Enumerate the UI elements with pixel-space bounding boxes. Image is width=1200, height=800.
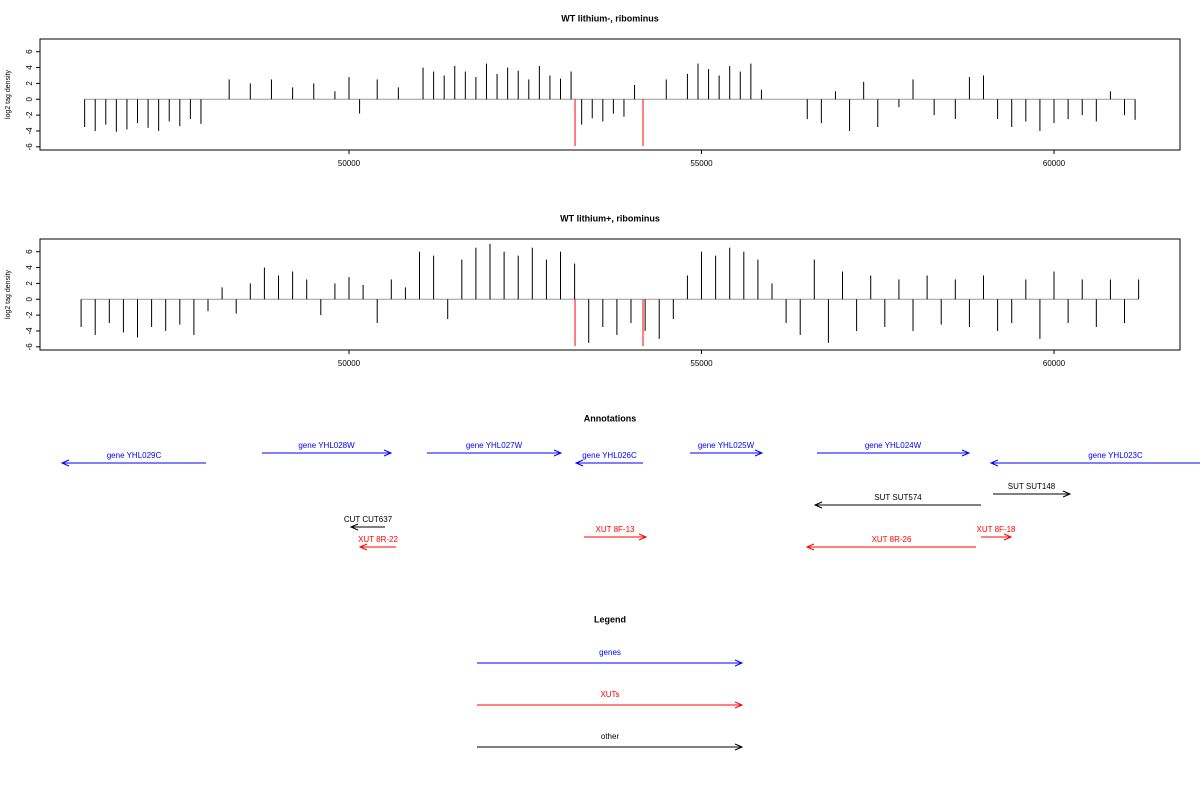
- arrow-head: [961, 449, 971, 457]
- panel-title: WT lithium-, ribominus: [561, 13, 659, 23]
- feature-label: XUT 8F-18: [977, 525, 1017, 534]
- arrow-head: [1062, 490, 1072, 498]
- feature-label: gene YHL027W: [466, 441, 523, 450]
- arrow-head: [1003, 533, 1013, 541]
- arrow-head: [358, 543, 368, 551]
- y-tick-label: 0: [25, 296, 34, 301]
- arrow-head: [754, 449, 764, 457]
- feature-label: gene YHL024W: [865, 441, 922, 450]
- arrow-head: [553, 449, 563, 457]
- x-tick-label: 60000: [1043, 359, 1066, 368]
- y-tick-label: 4: [25, 65, 34, 70]
- feature-label: XUT 8F-13: [596, 525, 636, 534]
- arrow-head: [60, 459, 70, 467]
- plot-frame: [39, 238, 1181, 351]
- arrow-head: [813, 501, 823, 509]
- x-tick-label: 50000: [338, 159, 361, 168]
- y-tick-label: 0: [25, 96, 34, 101]
- feature-label: gene YHL025W: [698, 441, 755, 450]
- feature-label: SUT SUT574: [874, 493, 922, 502]
- y-tick-label: 6: [25, 249, 34, 254]
- y-tick-label: 6: [25, 49, 34, 54]
- arrow-head: [349, 523, 359, 531]
- feature-label: XUT 8R-26: [872, 535, 912, 544]
- panel-title: WT lithium+, ribominus: [560, 213, 660, 223]
- arrow-head: [383, 449, 393, 457]
- y-axis-label: log2 tag density: [5, 269, 12, 319]
- arrow-head: [734, 743, 744, 751]
- panel-title: Annotations: [584, 413, 637, 423]
- feature-label: gene YHL029C: [107, 451, 162, 460]
- x-tick-label: 55000: [690, 359, 713, 368]
- y-axis-label: log2 tag density: [5, 69, 12, 119]
- arrow-head: [989, 459, 999, 467]
- x-tick-label: 60000: [1043, 159, 1066, 168]
- legend-label: genes: [599, 648, 621, 657]
- x-tick-label: 55000: [690, 159, 713, 168]
- y-tick-label: -2: [25, 311, 34, 319]
- arrow-head: [638, 533, 648, 541]
- y-tick-label: 2: [25, 281, 34, 286]
- y-tick-label: -6: [25, 343, 34, 351]
- y-tick-label: -2: [25, 111, 34, 119]
- feature-label: XUT 8R-22: [358, 535, 398, 544]
- y-tick-label: -4: [25, 327, 34, 335]
- x-tick-label: 50000: [338, 359, 361, 368]
- plot-frame: [39, 38, 1181, 151]
- y-tick-label: 4: [25, 265, 34, 270]
- y-tick-label: -4: [25, 127, 34, 135]
- feature-label: SUT SUT148: [1008, 482, 1056, 491]
- arrow-head: [574, 459, 584, 467]
- feature-label: gene YHL028W: [298, 441, 355, 450]
- y-tick-label: 2: [25, 81, 34, 86]
- legend-label: XUTs: [600, 690, 619, 699]
- arrow-head: [805, 543, 815, 551]
- legend-title: Legend: [594, 614, 626, 624]
- arrow-head: [734, 659, 744, 667]
- arrow-head: [734, 701, 744, 709]
- feature-label: gene YHL023C: [1088, 451, 1143, 460]
- legend-label: other: [601, 732, 620, 741]
- feature-label: CUT CUT637: [344, 515, 393, 524]
- y-tick-label: -6: [25, 143, 34, 151]
- feature-label: gene YHL026C: [582, 451, 637, 460]
